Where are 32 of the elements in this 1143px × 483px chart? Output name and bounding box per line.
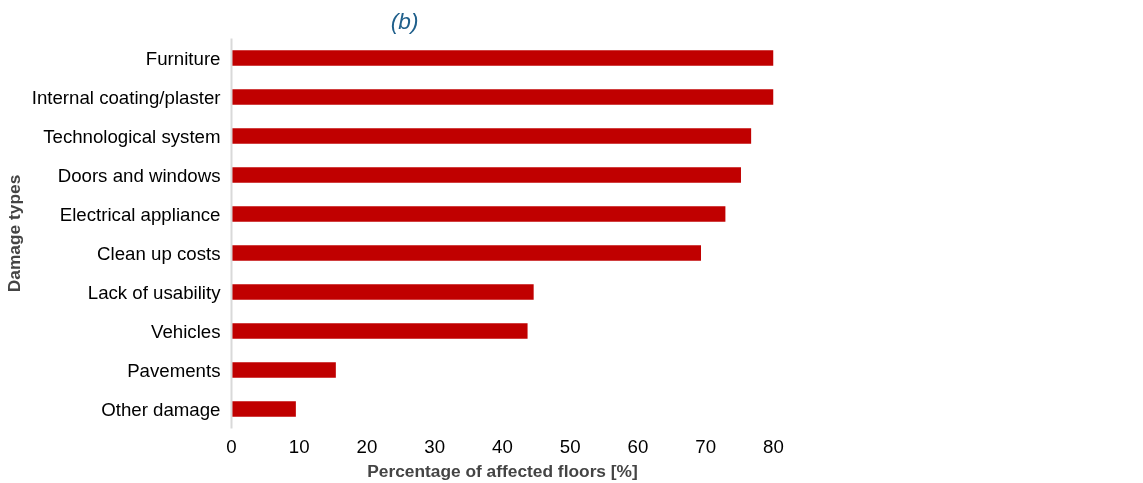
bar: [231, 206, 726, 222]
x-tick-label: 0: [226, 435, 237, 457]
y-axis-title: Damage types: [3, 174, 24, 293]
bar: [231, 401, 296, 417]
y-tick-label: Vehicles: [151, 320, 221, 342]
y-tick-label: Electrical appliance: [59, 203, 221, 225]
y-tick-label: Lack of usability: [87, 281, 222, 303]
bar: [231, 284, 534, 300]
y-tick-label: Clean up costs: [97, 242, 221, 264]
y-tick-label: Pavements: [127, 359, 221, 381]
x-tick-label: 40: [492, 435, 513, 457]
bar: [231, 245, 702, 261]
x-tick-label: 50: [559, 435, 581, 457]
x-axis-title: Percentage of affected floors [%]: [367, 460, 638, 481]
x-tick-label: 70: [695, 435, 717, 457]
bar: [231, 167, 741, 183]
x-tick-label: 80: [763, 435, 784, 457]
x-tick-label: 30: [424, 435, 446, 457]
x-tick-label: 10: [288, 435, 310, 457]
bar: [231, 128, 752, 144]
y-tick-label: Other damage: [101, 398, 221, 420]
y-tick-label: Furniture: [145, 47, 221, 69]
x-tick-label: 60: [627, 435, 649, 457]
y-tick-label: Technological system: [43, 125, 221, 147]
y-tick-label: Doors and windows: [57, 164, 221, 186]
bar: [231, 323, 528, 339]
x-tick-label: 20: [356, 435, 378, 457]
bar: [231, 50, 774, 66]
text: (b): [390, 7, 419, 34]
bar: [231, 89, 774, 105]
bar: [231, 362, 336, 378]
y-tick-label: Internal coating/plaster: [31, 86, 221, 108]
